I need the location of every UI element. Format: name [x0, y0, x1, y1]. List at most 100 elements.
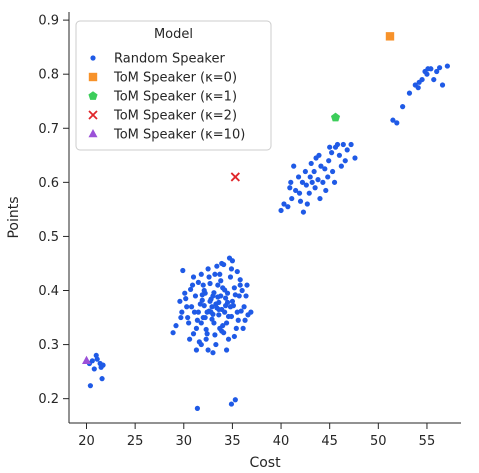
data-point: [322, 166, 328, 172]
data-point: [344, 147, 350, 153]
data-point: [248, 309, 254, 315]
data-point: [329, 150, 335, 156]
data-point: [228, 401, 235, 407]
data-point: [187, 286, 194, 293]
data-point: [234, 309, 240, 315]
data-point: [419, 76, 425, 83]
data-point: [200, 282, 206, 288]
data-point: [331, 179, 338, 185]
data-point: [334, 141, 341, 148]
data-point: [223, 303, 229, 309]
data-point: [330, 168, 336, 175]
tom-speaker-point: [230, 172, 240, 182]
data-point: [238, 308, 244, 314]
data-point: [207, 280, 213, 287]
x-axis-label: Cost: [249, 455, 281, 471]
data-point: [306, 190, 312, 196]
data-point: [220, 285, 226, 291]
data-point: [285, 204, 291, 210]
data-point: [406, 90, 413, 96]
data-point: [210, 293, 216, 299]
legend: Model Random Speaker ToM Speaker (κ=0) ToM…: [75, 20, 272, 151]
y-tick-label: 0.6: [38, 176, 59, 191]
data-point: [327, 144, 333, 150]
data-point: [207, 298, 213, 304]
data-point: [431, 76, 437, 83]
data-point: [228, 266, 235, 272]
data-point: [415, 85, 421, 91]
data-point: [210, 350, 216, 356]
legend-marker: [88, 72, 98, 82]
legend-marker: [88, 110, 98, 120]
y-ticks: 0.2 0.3 0.4 0.5 0.6 0.7 0.8 0.9: [38, 14, 69, 407]
data-point: [299, 179, 306, 185]
tom-speaker-point: [330, 112, 341, 122]
data-point: [223, 347, 230, 353]
data-point: [87, 383, 93, 389]
data-point: [300, 209, 307, 215]
x-tick-label: 55: [419, 434, 436, 449]
data-point: [394, 120, 400, 126]
data-point: [302, 168, 308, 175]
data-point: [222, 309, 228, 315]
data-point: [212, 332, 218, 338]
data-point: [400, 104, 406, 110]
data-point: [288, 179, 294, 185]
data-point: [239, 287, 245, 294]
data-point: [217, 271, 223, 277]
data-point: [228, 313, 235, 320]
data-point: [194, 405, 200, 411]
data-point: [211, 320, 217, 326]
legend-box: [75, 20, 272, 151]
data-point: [91, 366, 97, 372]
data-point: [187, 336, 193, 342]
data-point: [182, 290, 188, 296]
x-tick-label: 20: [78, 434, 95, 449]
data-points: [82, 32, 450, 411]
legend-title: Model: [154, 27, 193, 42]
data-point: [193, 347, 200, 353]
data-point: [232, 292, 238, 298]
data-point: [194, 317, 200, 323]
data-point: [100, 362, 106, 368]
data-point: [227, 304, 234, 310]
y-tick-label: 0.8: [38, 68, 59, 83]
data-point: [216, 312, 222, 318]
data-point: [225, 336, 232, 342]
data-point: [241, 304, 247, 310]
data-point: [177, 298, 183, 304]
data-point: [188, 304, 195, 310]
data-point: [198, 271, 204, 277]
data-point: [224, 290, 231, 296]
data-point: [297, 198, 304, 204]
data-point: [309, 179, 315, 185]
data-point: [195, 309, 201, 315]
data-point: [281, 201, 287, 207]
data-point: [208, 309, 214, 315]
tom-speaker-point: [82, 355, 92, 365]
data-point: [303, 182, 309, 188]
data-point: [296, 190, 303, 196]
data-point: [428, 66, 434, 72]
data-point: [243, 293, 249, 299]
data-point: [214, 263, 220, 269]
data-point: [320, 179, 326, 185]
data-point: [237, 282, 243, 288]
data-point: [231, 333, 237, 340]
data-point: [316, 152, 322, 158]
y-tick-label: 0.2: [38, 392, 59, 407]
legend-entry-label: ToM Speaker (κ=0): [113, 71, 237, 86]
data-point: [236, 293, 242, 299]
data-point: [197, 301, 203, 307]
y-tick-label: 0.7: [38, 122, 59, 137]
data-point: [179, 309, 185, 315]
data-point: [232, 397, 238, 403]
data-point: [237, 277, 243, 283]
data-point: [240, 325, 246, 331]
data-point: [178, 314, 184, 321]
data-point: [234, 268, 240, 275]
data-point: [218, 293, 224, 299]
data-point: [209, 304, 215, 310]
data-point: [193, 325, 200, 331]
